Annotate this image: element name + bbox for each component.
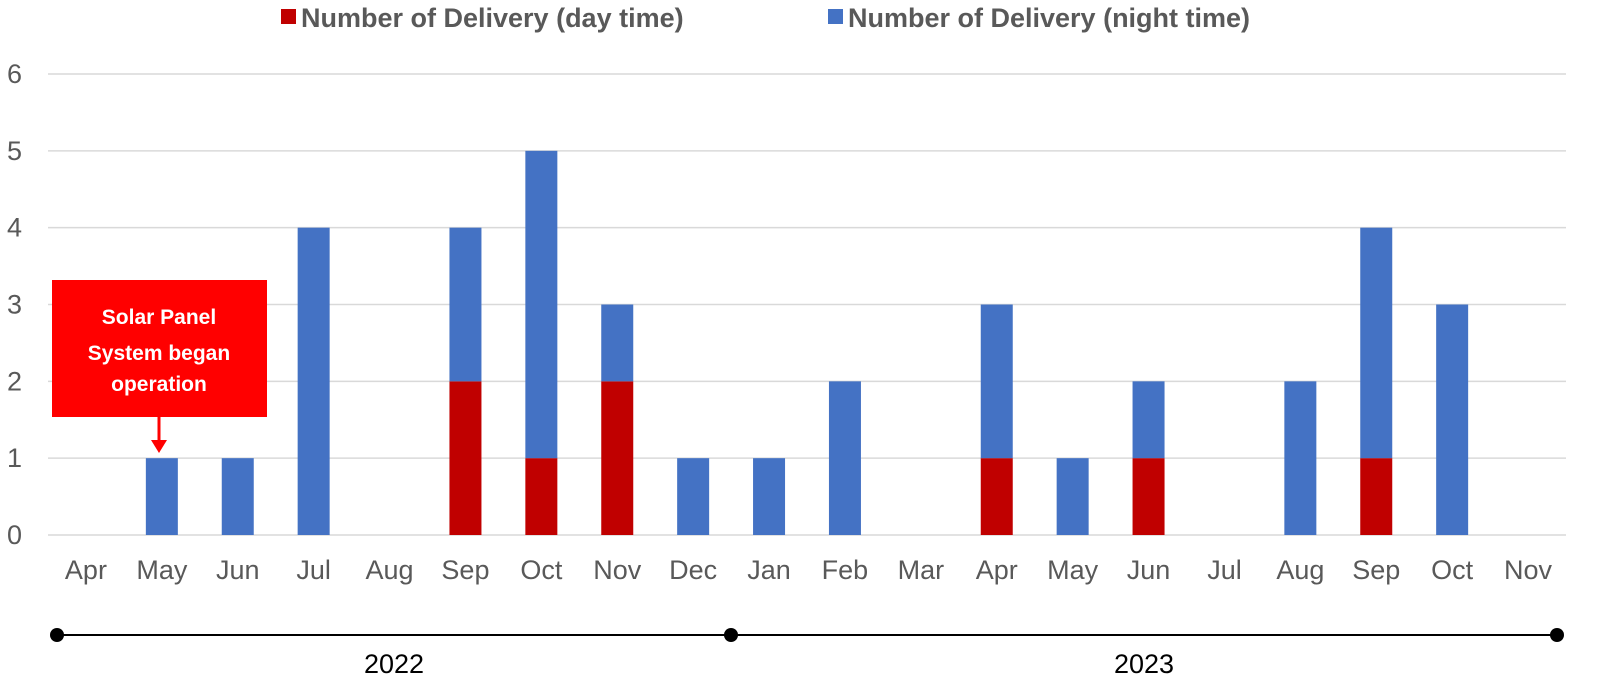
timeline-dot bbox=[724, 628, 738, 642]
bar-night-8 bbox=[677, 458, 710, 535]
x-tick-label: Sep bbox=[441, 555, 489, 585]
bar-day-12 bbox=[980, 458, 1013, 535]
gridlines bbox=[48, 73, 1566, 536]
annotation-line-3: operation bbox=[111, 373, 207, 396]
annotation-line-2: System began bbox=[88, 342, 230, 365]
x-tick-label: Mar bbox=[898, 555, 945, 585]
bar-night-16 bbox=[1284, 381, 1317, 535]
x-tick-label: Oct bbox=[520, 555, 563, 585]
annotation-line-1: Solar Panel bbox=[102, 306, 216, 329]
x-tick-label: Jul bbox=[1207, 555, 1242, 585]
bar-night-9 bbox=[753, 458, 786, 535]
bar-night-17 bbox=[1360, 227, 1393, 459]
bar-day-14 bbox=[1132, 458, 1165, 535]
x-tick-label: Apr bbox=[65, 555, 107, 585]
x-tick-label: Jun bbox=[1127, 555, 1171, 585]
x-tick-label: Aug bbox=[1276, 555, 1324, 585]
bar-day-17 bbox=[1360, 458, 1393, 535]
bar-night-1 bbox=[145, 458, 178, 535]
x-tick-label: Sep bbox=[1352, 555, 1400, 585]
x-tick-label: Nov bbox=[1504, 555, 1553, 585]
annotation-arrow-head bbox=[151, 440, 167, 453]
bar-night-5 bbox=[449, 227, 482, 382]
year-label-2023: 2023 bbox=[1114, 649, 1174, 679]
bar-night-3 bbox=[297, 227, 330, 535]
bar-night-13 bbox=[1056, 458, 1089, 535]
legend-label-day: Number of Delivery (day time) bbox=[301, 3, 684, 33]
year-label-2022: 2022 bbox=[364, 649, 424, 679]
bar-night-7 bbox=[601, 304, 634, 382]
y-tick-label: 3 bbox=[7, 290, 22, 320]
y-tick-label: 4 bbox=[7, 213, 22, 243]
x-tick-label: Apr bbox=[976, 555, 1018, 585]
bar-day-5 bbox=[449, 381, 482, 535]
year-timeline: 2022 2023 bbox=[50, 628, 1564, 679]
bar-night-10 bbox=[828, 381, 861, 535]
y-tick-label: 1 bbox=[7, 443, 22, 473]
y-tick-label: 0 bbox=[7, 520, 22, 550]
bar-night-18 bbox=[1436, 304, 1469, 535]
x-tick-label: Jan bbox=[747, 555, 791, 585]
x-tick-label: May bbox=[1047, 555, 1099, 585]
legend-label-night: Number of Delivery (night time) bbox=[848, 3, 1250, 33]
annotation-box bbox=[52, 280, 267, 417]
y-tick-label: 6 bbox=[7, 59, 22, 89]
y-axis-tick-labels: 0 1 2 3 4 5 6 bbox=[7, 59, 22, 550]
x-tick-label: May bbox=[136, 555, 188, 585]
bar-day-6 bbox=[525, 458, 558, 535]
x-tick-label: Jul bbox=[296, 555, 331, 585]
annotation-callout: Solar Panel System began operation bbox=[52, 280, 267, 453]
x-tick-label: Feb bbox=[822, 555, 869, 585]
legend: Number of Delivery (day time) Number of … bbox=[281, 3, 1250, 33]
x-axis-tick-labels: Apr May Jun Jul Aug Sep Oct Nov Dec Jan Feb Mar Apr M… bbox=[65, 555, 1553, 585]
bar-night-2 bbox=[221, 458, 254, 535]
timeline-dot bbox=[50, 628, 64, 642]
bars bbox=[145, 150, 1469, 535]
y-tick-label: 2 bbox=[7, 366, 22, 396]
x-tick-label: Dec bbox=[669, 555, 717, 585]
x-tick-label: Jun bbox=[216, 555, 260, 585]
bar-night-12 bbox=[980, 304, 1013, 459]
x-tick-label: Nov bbox=[593, 555, 642, 585]
legend-swatch-day bbox=[281, 9, 296, 24]
bar-day-7 bbox=[601, 381, 634, 535]
timeline-dot bbox=[1550, 628, 1564, 642]
x-tick-label: Aug bbox=[366, 555, 414, 585]
x-tick-label: Oct bbox=[1431, 555, 1474, 585]
y-tick-label: 5 bbox=[7, 136, 22, 166]
bar-night-6 bbox=[525, 150, 558, 459]
bar-night-14 bbox=[1132, 381, 1165, 459]
legend-swatch-night bbox=[828, 9, 843, 24]
